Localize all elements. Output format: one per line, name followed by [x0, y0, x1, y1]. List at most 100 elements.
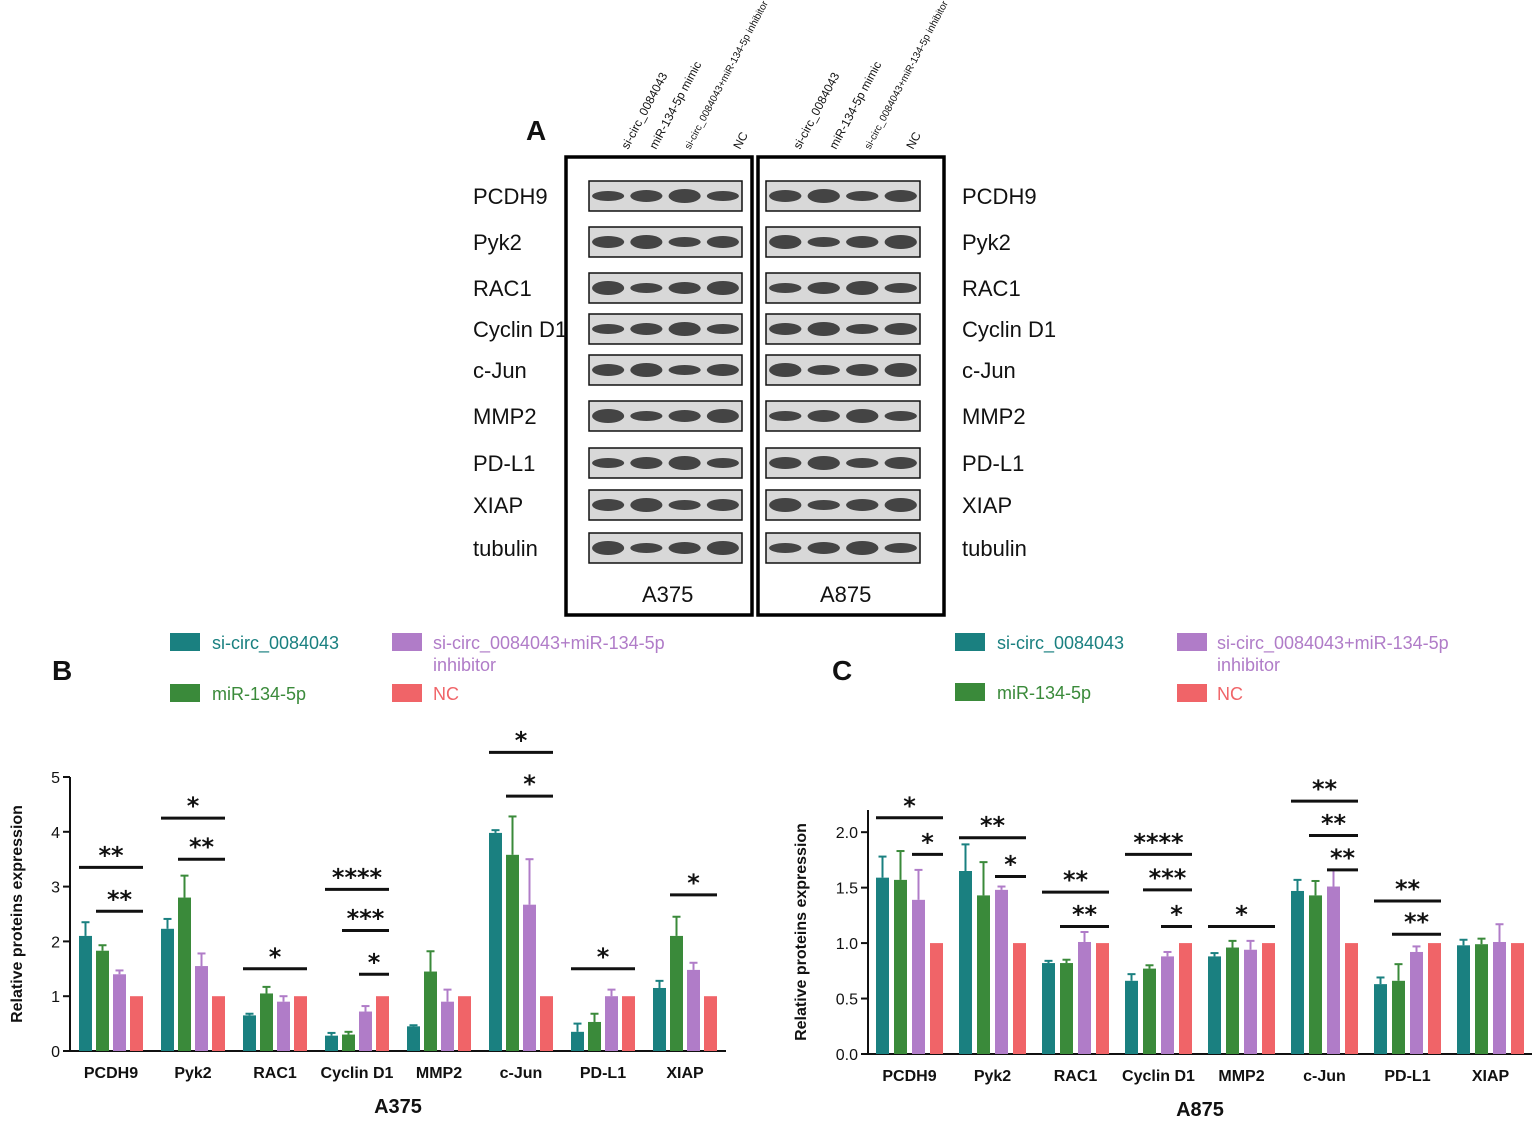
legend-label-si-circ: si-circ_0084043: [997, 633, 1124, 654]
y-axis-title: Relative proteins expression: [9, 805, 26, 1023]
protein-label-a375: tubulin: [473, 536, 538, 561]
y-tick-label: 0.5: [836, 992, 858, 1009]
bar: [704, 996, 717, 1051]
y-tick-label: 1.5: [836, 881, 858, 898]
significance-label: **: [107, 885, 133, 913]
blot-band: [668, 189, 701, 203]
blot-frame-a875: [756, 155, 946, 617]
legend-c: si-circ_0084043 miR-134-5p si-circ_00840…: [955, 633, 1449, 704]
bar: [894, 879, 907, 1054]
blot-band: [769, 498, 802, 512]
y-tick-label: 5: [51, 770, 60, 787]
blot-band: [807, 500, 840, 510]
category-label: PD-L1: [580, 1065, 626, 1082]
bar: [1327, 886, 1340, 1054]
blot-band: [668, 500, 701, 510]
significance-label: *: [1170, 900, 1183, 928]
bar: [407, 1026, 420, 1051]
bar: [1291, 890, 1304, 1054]
legend-label-combo: si-circ_0084043+miR-134-5p: [1217, 633, 1449, 654]
blot-band: [769, 235, 802, 249]
blot-frame-a375: [564, 155, 754, 617]
legend-swatch-nc: [1177, 684, 1207, 702]
blot-band: [807, 456, 840, 470]
bar: [876, 877, 889, 1054]
blot-band: [884, 543, 917, 553]
blot-band: [846, 191, 879, 201]
legend-swatch-mir: [955, 683, 985, 701]
bar: [1143, 968, 1156, 1054]
protein-label-a875: RAC1: [962, 276, 1021, 301]
significance-label: ****: [1133, 828, 1184, 856]
blot-band: [706, 541, 739, 555]
bar-chart-a375: 0 1 2 3 4 5 Relative proteins expression PCDH9 P…: [9, 726, 726, 1118]
bar: [1511, 943, 1524, 1054]
category-label: RAC1: [1054, 1068, 1098, 1085]
lane-labels-a875: si-circ_0084043 miR-134-5p mimic si-circ…: [790, 0, 951, 151]
legend-swatch-si-circ: [170, 633, 200, 651]
y-tick-label: 0: [51, 1044, 60, 1061]
blot-band: [630, 323, 663, 335]
category-label: MMP2: [416, 1065, 462, 1082]
blot-band: [630, 190, 663, 202]
category-label: PD-L1: [1384, 1068, 1430, 1085]
protein-label-a875: tubulin: [962, 536, 1027, 561]
legend-label-si-circ: si-circ_0084043: [212, 633, 339, 654]
significance-label: *: [368, 948, 381, 976]
bar: [195, 966, 208, 1051]
category-label: XIAP: [666, 1065, 704, 1082]
blot-band: [668, 282, 701, 294]
significance-label: **: [1312, 775, 1338, 803]
significance-label: ***: [1149, 864, 1187, 892]
blot-band: [846, 409, 879, 423]
cell-line-label-a875: A875: [820, 582, 871, 607]
legend-label-nc: NC: [1217, 684, 1243, 704]
protein-label-a875: Pyk2: [962, 230, 1011, 255]
category-label: MMP2: [1218, 1068, 1264, 1085]
blot-band: [884, 498, 917, 512]
blot-band: [706, 324, 739, 334]
legend-label-combo: si-circ_0084043+miR-134-5p: [433, 633, 665, 654]
bar: [376, 996, 389, 1051]
legend-label-combo-2: inhibitor: [1217, 655, 1280, 675]
legend-swatch-combo: [392, 633, 422, 651]
blot-band: [807, 542, 840, 554]
bar: [161, 928, 174, 1051]
blot-band: [592, 499, 625, 511]
panel-letter-a: A: [526, 115, 546, 146]
blot-band: [668, 237, 701, 247]
chart-title: A375: [374, 1096, 422, 1118]
blot-band: [884, 190, 917, 202]
bar: [79, 935, 92, 1051]
protein-label-a375: XIAP: [473, 493, 523, 518]
significance-label: *: [597, 943, 610, 971]
y-tick-label: 1.0: [836, 936, 858, 953]
legend-label-nc: NC: [433, 684, 459, 704]
protein-label-a375: Cyclin D1: [473, 317, 567, 342]
bar: [959, 871, 972, 1054]
bar: [1042, 963, 1055, 1054]
blot-band: [592, 458, 625, 468]
bar: [622, 996, 635, 1051]
protein-label-a875: c-Jun: [962, 358, 1016, 383]
significance-label: **: [1404, 908, 1430, 936]
bar: [260, 993, 273, 1051]
bar: [912, 899, 925, 1054]
blot-band: [630, 543, 663, 553]
blot-band: [592, 236, 625, 248]
blot-band: [630, 411, 663, 421]
bar: [130, 996, 143, 1051]
legend-label-mir: miR-134-5p: [212, 684, 306, 704]
bar: [1208, 956, 1221, 1054]
significance-label: **: [189, 833, 215, 861]
y-tick-label: 2: [51, 934, 60, 951]
blot-band: [846, 236, 879, 248]
y-tick-label: 3: [51, 880, 60, 897]
blot-band: [668, 410, 701, 422]
blot-band: [706, 281, 739, 295]
protein-label-a875: Cyclin D1: [962, 317, 1056, 342]
blot-band: [807, 237, 840, 247]
blot-band: [630, 457, 663, 469]
blot-band: [846, 541, 879, 555]
blot-band: [884, 235, 917, 249]
